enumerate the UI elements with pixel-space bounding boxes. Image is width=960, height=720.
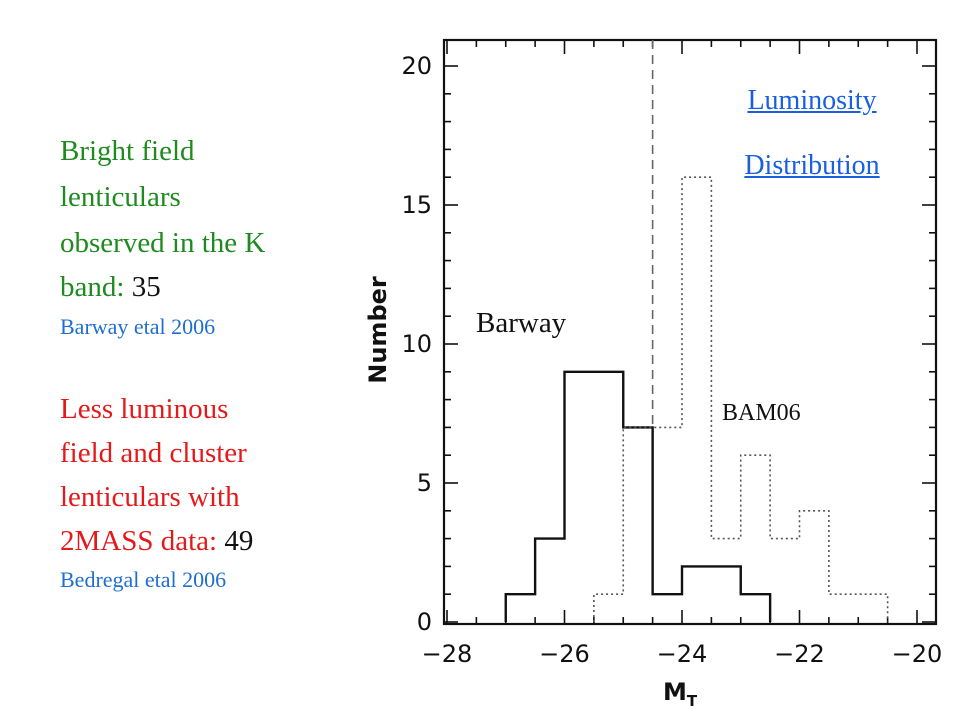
annotation-barway: Barway — [476, 307, 567, 339]
group1-prefix: band: — [60, 271, 132, 303]
group2-line1: Less luminous — [60, 393, 229, 425]
x-tick-label: −22 — [774, 640, 825, 668]
group1-citation: Barway etal 2006 — [60, 314, 216, 339]
x-tick-label: −28 — [422, 640, 473, 668]
histogram-barway — [504, 370, 772, 622]
x-axis-label: MT — [663, 678, 698, 710]
y-tick-label: 20 — [401, 52, 432, 80]
group1-line2: lenticulars — [60, 181, 181, 213]
y-axis-label: Number — [364, 276, 392, 384]
x-tick-label: −20 — [892, 640, 943, 668]
y-tick-label: 10 — [401, 330, 432, 358]
title-link-line2: Distribution — [744, 150, 880, 181]
group2-line3: lenticulars with — [60, 481, 240, 513]
y-tick-label: 5 — [417, 469, 432, 497]
annotation-bam06: BAM06 — [722, 400, 801, 426]
title-link-line1: Luminosity — [747, 85, 877, 116]
y-tick-label: 15 — [401, 191, 432, 219]
plot-frame — [442, 38, 938, 626]
x-tick-label: −24 — [657, 640, 708, 668]
group1-line4: band: 35 — [60, 268, 161, 306]
luminosity-distribution-link[interactable]: Luminosity Distribution — [722, 84, 902, 183]
group2-line4: 2MASS data: 49 — [60, 522, 253, 560]
group1-line3: observed in the K — [60, 227, 266, 259]
x-tick-label: −26 — [539, 640, 590, 668]
group1-line1: Bright field — [60, 135, 195, 167]
group2-line2: field and cluster — [60, 437, 247, 469]
group2-count: 49 — [224, 525, 254, 557]
x-axis-label-subscript: T — [687, 692, 698, 710]
group2-prefix: 2MASS data: — [60, 525, 225, 557]
group2-citation: Bedregal etal 2006 — [60, 567, 227, 592]
histogram-bam06 — [593, 176, 889, 622]
y-tick-label: 0 — [417, 608, 432, 636]
group1-count: 35 — [131, 271, 161, 303]
